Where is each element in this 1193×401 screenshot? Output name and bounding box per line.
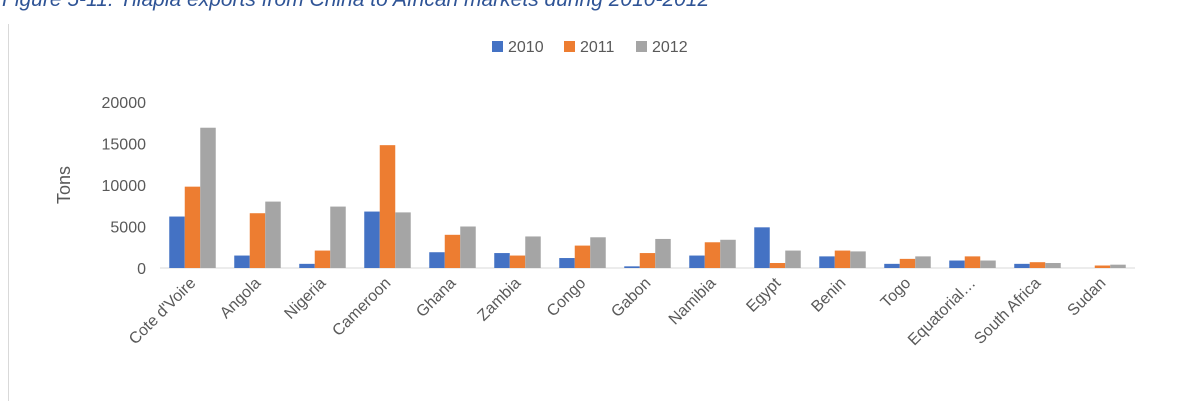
- y-tick-label: 5000: [110, 220, 146, 237]
- x-tick-label: Nigeria: [281, 275, 329, 323]
- bar: [234, 255, 250, 268]
- bar: [395, 212, 411, 268]
- bar: [265, 201, 281, 268]
- bar: [689, 255, 705, 268]
- x-tick-label: Sudan: [1065, 275, 1110, 320]
- bar: [899, 258, 916, 268]
- bar: [850, 251, 866, 268]
- bar: [754, 227, 770, 268]
- legend-swatch: [564, 41, 575, 52]
- x-tick-label: Equatorial…: [905, 275, 979, 349]
- legend-label: 2010: [508, 39, 544, 56]
- bar: [884, 263, 900, 268]
- bar: [915, 256, 931, 268]
- bar: [509, 255, 526, 268]
- legend-swatch: [636, 41, 647, 52]
- bar: [249, 213, 266, 268]
- bar: [720, 239, 736, 268]
- bar: [834, 250, 851, 268]
- bar: [590, 237, 606, 268]
- bar: [1045, 263, 1061, 268]
- bar: [1029, 262, 1046, 268]
- legend-swatch: [492, 41, 503, 52]
- bar: [429, 252, 445, 268]
- legend-label: 2011: [580, 39, 615, 56]
- x-tick-label: Ghana: [413, 275, 459, 321]
- bar: [200, 127, 216, 268]
- bar: [314, 250, 331, 268]
- y-tick-label: 10000: [102, 178, 147, 195]
- bar: [1014, 263, 1030, 268]
- x-tick-label: Zambia: [475, 275, 525, 325]
- bar: [769, 263, 786, 268]
- bar: [494, 253, 510, 268]
- x-tick-label: Namibia: [666, 275, 720, 329]
- bar: [444, 234, 461, 268]
- figure-caption: Figure 5-11: Tilapia exports from China …: [2, 0, 709, 11]
- x-tick-label: Togo: [878, 275, 915, 312]
- bar: [980, 260, 996, 268]
- bar: [1094, 265, 1111, 268]
- bar: [364, 211, 380, 268]
- bar: [184, 186, 201, 268]
- x-tick-label: Angola: [217, 275, 264, 322]
- bar: [330, 206, 346, 268]
- x-tick-label: Benin: [808, 275, 849, 316]
- x-tick-label: Congo: [544, 275, 589, 320]
- bar: [559, 258, 575, 268]
- y-tick-label: 0: [137, 261, 146, 278]
- bar: [299, 263, 315, 268]
- y-tick-label: 20000: [102, 95, 147, 112]
- bar: [379, 145, 396, 268]
- bar: [1110, 264, 1126, 268]
- bar: [949, 260, 965, 268]
- bar: [525, 236, 541, 268]
- bar: [785, 250, 801, 268]
- bar: [460, 226, 476, 268]
- x-tick-label: Cote d'Voire: [126, 275, 199, 348]
- y-axis-label: Tons: [54, 166, 74, 204]
- x-tick-label: South Africa: [971, 275, 1044, 348]
- bar: [624, 266, 640, 268]
- x-tick-label: Cameroon: [329, 275, 394, 340]
- bar: [819, 256, 835, 268]
- x-tick-label: Egypt: [743, 274, 784, 315]
- bar: [655, 238, 671, 268]
- y-tick-label: 15000: [102, 137, 147, 154]
- bar: [169, 216, 185, 268]
- legend-label: 2012: [652, 39, 688, 56]
- bar: [574, 245, 591, 268]
- bar: [639, 253, 656, 268]
- bar: [704, 242, 721, 268]
- x-tick-label: Gabon: [608, 275, 654, 321]
- bar: [964, 256, 981, 268]
